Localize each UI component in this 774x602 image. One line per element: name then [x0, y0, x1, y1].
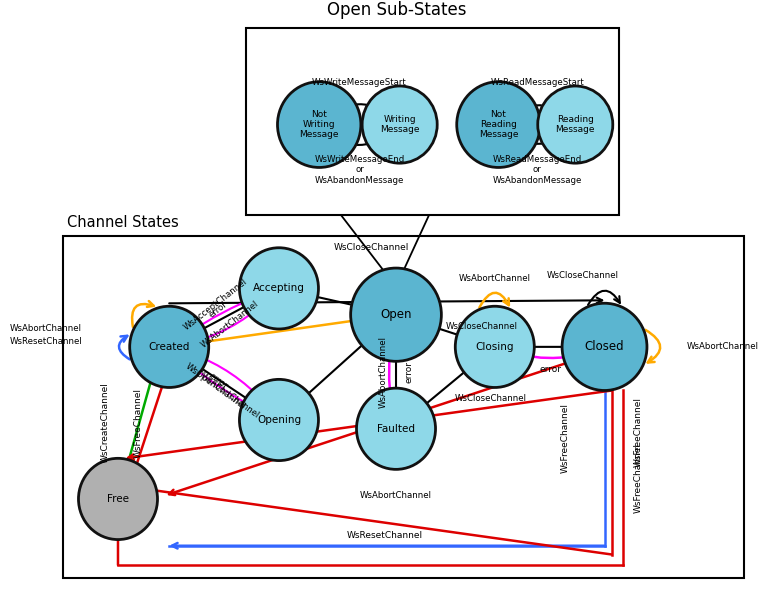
- Text: Accepting: Accepting: [253, 284, 305, 293]
- Text: WsAbortChannel: WsAbortChannel: [360, 491, 432, 500]
- Text: WsWriteMessageEnd
or
WsAbandonMessage: WsWriteMessageEnd or WsAbandonMessage: [314, 155, 405, 185]
- Ellipse shape: [239, 379, 318, 461]
- Text: WsAbortChannel: WsAbortChannel: [687, 343, 759, 352]
- Text: error: error: [539, 365, 561, 374]
- Ellipse shape: [362, 86, 437, 163]
- Text: WsCloseChannel: WsCloseChannel: [446, 321, 518, 330]
- Text: WsCloseChannel: WsCloseChannel: [546, 271, 618, 280]
- Text: Closed: Closed: [584, 340, 625, 353]
- Text: WsCreateChannel: WsCreateChannel: [100, 382, 109, 464]
- Text: WsOpenChannel: WsOpenChannel: [183, 361, 247, 411]
- Text: WsWriteMessageStart: WsWriteMessageStart: [312, 78, 407, 87]
- Text: Closing: Closing: [475, 342, 514, 352]
- Text: Faulted: Faulted: [377, 424, 415, 434]
- Text: WsCloseChannel: WsCloseChannel: [454, 394, 526, 403]
- Text: WsAbortChannel: WsAbortChannel: [378, 336, 387, 408]
- Ellipse shape: [538, 86, 613, 163]
- Text: WsResetChannel: WsResetChannel: [347, 531, 423, 540]
- Text: Opening: Opening: [257, 415, 301, 425]
- Ellipse shape: [130, 306, 209, 388]
- Text: WsFreeChannel: WsFreeChannel: [134, 388, 143, 458]
- Text: WsFreeChannel: WsFreeChannel: [634, 397, 642, 467]
- FancyBboxPatch shape: [246, 28, 619, 216]
- Text: WsReadMessageStart: WsReadMessageStart: [491, 78, 584, 87]
- Text: WsResetChannel: WsResetChannel: [9, 337, 82, 346]
- Text: WsAbortChannel: WsAbortChannel: [200, 299, 260, 349]
- Ellipse shape: [357, 388, 436, 470]
- Text: WsFreeChannel: WsFreeChannel: [560, 403, 570, 473]
- Ellipse shape: [351, 268, 441, 361]
- Text: Reading
Message: Reading Message: [556, 115, 595, 134]
- Text: Not
Writing
Message: Not Writing Message: [300, 110, 339, 139]
- Ellipse shape: [562, 303, 647, 391]
- Text: WsAcceptChannel: WsAcceptChannel: [182, 276, 248, 332]
- Text: Channel States: Channel States: [67, 215, 179, 230]
- Text: error: error: [207, 300, 229, 320]
- Text: WsAbortChannel: WsAbortChannel: [199, 371, 261, 420]
- Text: Not
Reading
Message: Not Reading Message: [478, 110, 518, 139]
- Ellipse shape: [78, 458, 157, 539]
- Text: WsAbortChannel: WsAbortChannel: [459, 274, 531, 283]
- Text: WsAbortChannel: WsAbortChannel: [10, 324, 82, 333]
- Text: Writing
Message: Writing Message: [380, 115, 420, 134]
- Ellipse shape: [239, 248, 318, 329]
- Ellipse shape: [457, 82, 540, 167]
- Text: WsReadMessageEnd
or
WsAbandonMessage: WsReadMessageEnd or WsAbandonMessage: [492, 155, 582, 185]
- Text: error: error: [405, 361, 413, 383]
- FancyBboxPatch shape: [63, 236, 744, 578]
- Text: Free: Free: [107, 494, 129, 504]
- Text: error: error: [207, 371, 229, 391]
- Text: Open: Open: [380, 308, 412, 321]
- Text: Created: Created: [149, 342, 190, 352]
- Text: WsCloseChannel: WsCloseChannel: [334, 243, 409, 252]
- Text: Open Sub-States: Open Sub-States: [327, 1, 466, 19]
- Ellipse shape: [455, 306, 534, 388]
- Ellipse shape: [278, 82, 361, 167]
- Text: WsFreeChannel: WsFreeChannel: [634, 442, 642, 513]
